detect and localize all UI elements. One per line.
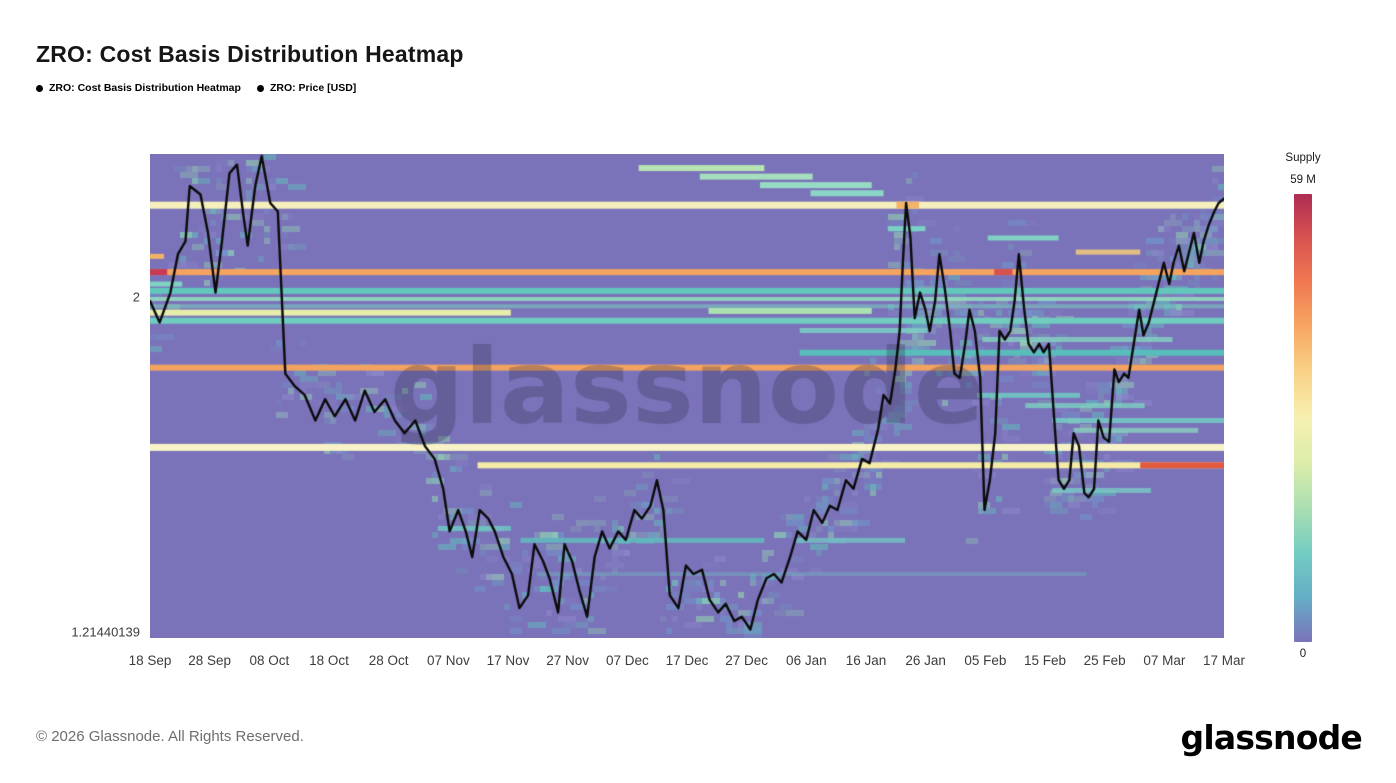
copyright-text: © 2026 Glassnode. All Rights Reserved. — [36, 728, 304, 745]
x-tick-label: 18 Sep — [128, 653, 172, 668]
x-tick-label: 28 Oct — [368, 653, 409, 668]
x-tick-label: 05 Feb — [964, 653, 1007, 668]
legend-heatmap-label: ZRO: Cost Basis Distribution Heatmap — [49, 82, 241, 94]
chart-legend: ZRO: Cost Basis Distribution Heatmap ZRO… — [36, 82, 356, 94]
x-axis: 18 Sep 28 Sep 08 Oct 18 Oct 28 Oct 07 Nov 17 N… — [129, 653, 1245, 673]
x-tick-label: 25 Feb — [1083, 653, 1126, 668]
legend-item-price[interactable]: ZRO: Price [USD] — [256, 82, 357, 94]
legend-item-heatmap[interactable]: ZRO: Cost Basis Distribution Heatmap — [36, 82, 241, 94]
x-tick-label: 18 Oct — [309, 653, 349, 668]
glassnode-logo: glassnode — [1180, 718, 1363, 757]
x-tick-label: 16 Jan — [845, 653, 887, 668]
x-tick-label: 28 Sep — [188, 653, 232, 668]
cost-basis-heatmap-canvas[interactable] — [150, 154, 1224, 638]
heatmap-plot-area — [150, 154, 1224, 638]
x-tick-label: 15 Feb — [1023, 653, 1067, 668]
y-axis: 2 1.21440139 — [0, 154, 144, 640]
x-tick-label: 07 Nov — [426, 653, 470, 668]
x-tick-label: 17 Mar — [1202, 653, 1246, 668]
x-tick-label: 07 Mar — [1143, 653, 1186, 668]
page-title: ZRO: Cost Basis Distribution Heatmap — [36, 41, 464, 68]
legend-marker-icon — [256, 84, 264, 92]
x-tick-label: 27 Nov — [546, 653, 590, 668]
x-tick-label: 06 Jan — [786, 653, 827, 668]
legend-marker-icon — [36, 84, 43, 92]
colorbar-min-label: 0 — [1299, 648, 1307, 660]
x-tick-label: 27 Dec — [725, 653, 769, 668]
y-tick-label: 1.21440139 — [71, 624, 140, 640]
legend-price-label: ZRO: Price [USD] — [269, 82, 357, 94]
colorbar: Supply 59 M 0 — [1270, 152, 1336, 660]
colorbar-title: Supply — [1285, 152, 1321, 164]
x-tick-label: 08 Oct — [249, 653, 290, 668]
x-tick-label: 26 Jan — [905, 653, 946, 668]
colorbar-max-label: 59 M — [1290, 174, 1316, 186]
colorbar-gradient — [1294, 194, 1312, 642]
x-tick-label: 17 Nov — [486, 653, 530, 668]
x-tick-label: 07 Dec — [605, 653, 649, 668]
x-tick-label: 17 Dec — [665, 653, 709, 668]
y-tick-label: 2 — [132, 289, 140, 305]
